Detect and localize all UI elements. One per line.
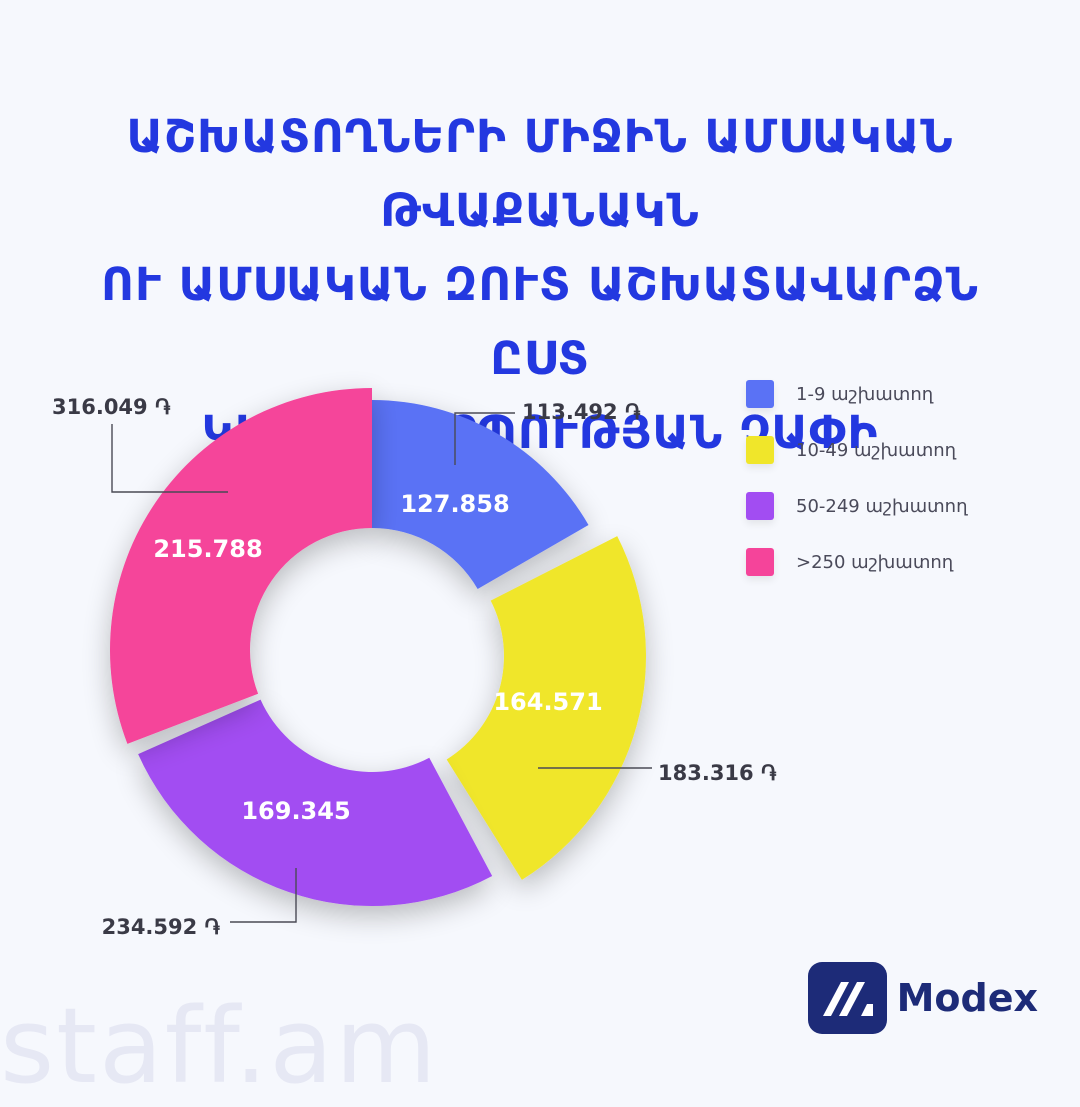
leader-line-1 [454,412,515,465]
segment-value-label-4: 215.788 [153,535,262,563]
legend-label: 10-49 աշխատող [796,439,957,461]
donut-chart: 127.858 164.571 169.345 215.788 113.492 ֏ 183… [52,388,777,939]
legend-swatch [746,492,774,520]
donut-segment-3 [138,699,493,906]
outer-value-label-1: 113.492 ֏ [522,400,641,424]
modex-logo: Modex [808,962,1038,1034]
legend-swatch [746,436,774,464]
leader-line-4 [111,424,228,493]
segment-value-label-3: 169.345 [241,797,350,825]
legend: 1-9 աշխատող 10-49 աշխատող 50-249 աշխատող… [746,366,968,590]
legend-item-1-9: 1-9 աշխատող [746,366,968,422]
donut-segment-2 [446,536,646,880]
title-line-2: ՈՒ ԱՄՍԱԿԱՆ ԶՈՒՏ ԱՇԽԱՏԱՎԱՐՁՆ ԸՍՏ [101,258,979,385]
legend-label: 1-9 աշխատող [796,383,934,405]
leader-line-3 [230,868,297,923]
segment-value-label-1: 127.858 [400,490,509,518]
legend-item-250-plus: >250 աշխատող [746,534,968,590]
donut-segment-1 [372,400,589,589]
logo-text: Modex [896,976,1038,1020]
legend-item-10-49: 10-49 աշխատող [746,422,968,478]
outer-value-label-2: 183.316 ֏ [658,761,777,785]
donut-segment-4 [110,388,372,744]
segment-value-label-2: 164.571 [493,688,602,716]
legend-label: 50-249 աշխատող [796,495,968,517]
outer-value-label-4: 316.049 ֏ [52,395,171,419]
legend-item-50-249: 50-249 աշխատող [746,478,968,534]
legend-swatch [746,380,774,408]
legend-label: >250 աշխատող [796,551,954,573]
modex-logo-icon [808,962,887,1034]
watermark: staff.am [0,985,439,1107]
outer-value-label-3: 234.592 ֏ [102,915,221,939]
legend-swatch [746,548,774,576]
title-line-1: ԱՇԽԱՏՈՂՆԵՐԻ ՄԻՋԻՆ ԱՄՍԱԿԱՆ ԹՎԱՔԱՆԱԿՆ [126,110,954,237]
